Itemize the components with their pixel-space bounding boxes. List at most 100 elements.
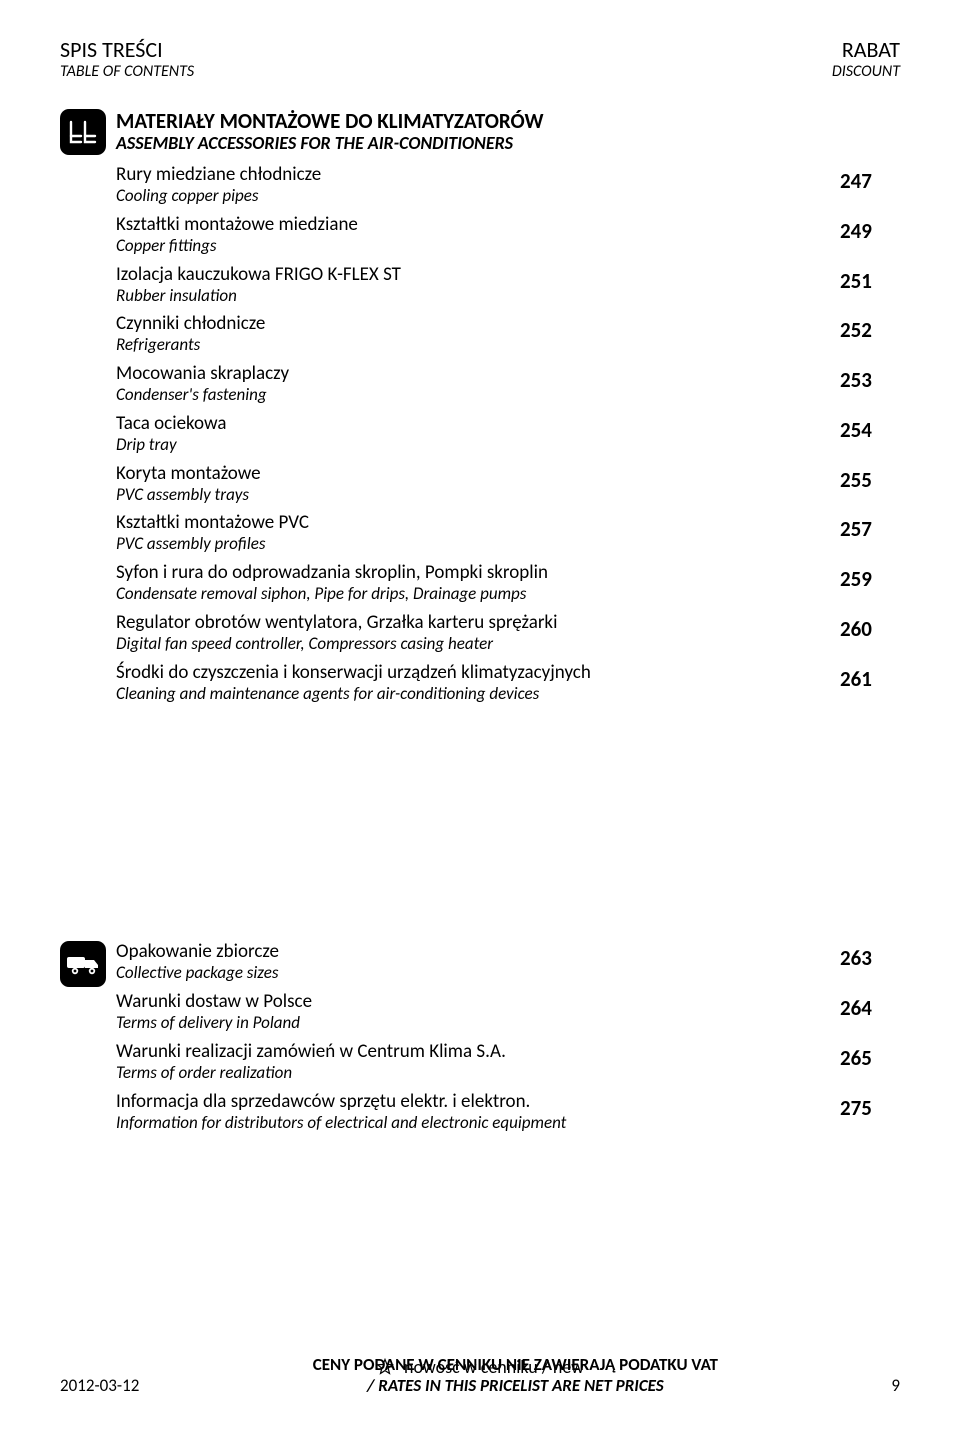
toc-page-number: 264: [840, 991, 900, 1021]
toc-page-number: 275: [840, 1091, 900, 1121]
toc-row: Warunki realizacji zamówień w Centrum Kl…: [116, 1041, 900, 1083]
mounting-bracket-icon: [60, 109, 106, 155]
section-title-pl: MATERIAŁY MONTAŻOWE DO KLIMATYZATORÓW: [116, 109, 900, 133]
toc-page-number: 260: [840, 612, 900, 642]
header-title-en: TABLE OF CONTENTS: [60, 62, 194, 81]
toc-row: Koryta montażowePVC assembly trays255: [116, 463, 900, 505]
toc-row: Rury miedziane chłodniczeCooling copper …: [116, 164, 900, 206]
delivery-truck-icon: [60, 941, 106, 987]
toc-entry-en: Copper fittings: [116, 236, 822, 256]
toc-text: Kształtki montażowe miedzianeCopper fitt…: [116, 214, 840, 256]
toc-text: Czynniki chłodniczeRefrigerants: [116, 313, 840, 355]
toc-entry-pl: Warunki dostaw w Polsce: [116, 991, 822, 1013]
toc-text: Opakowanie zbiorczeCollective package si…: [116, 941, 840, 983]
toc-text: Syfon i rura do odprowadzania skroplin, …: [116, 562, 840, 604]
toc-page-number: 261: [840, 662, 900, 692]
header-left: SPIS TREŚCI TABLE OF CONTENTS: [60, 38, 194, 81]
toc-text: Warunki dostaw w PolsceTerms of delivery…: [116, 991, 840, 1033]
toc-text: Informacja dla sprzedawców sprzętu elekt…: [116, 1091, 840, 1133]
toc-entry-en: Terms of delivery in Poland: [116, 1013, 822, 1033]
toc-entry-en: Cooling copper pipes: [116, 186, 822, 206]
footer-page-number: 9: [891, 1375, 900, 1396]
toc-text: Kształtki montażowe PVCPVC assembly prof…: [116, 512, 840, 554]
toc-entry-pl: Czynniki chłodnicze: [116, 313, 822, 335]
toc-text: Koryta montażowePVC assembly trays: [116, 463, 840, 505]
toc-row: Środki do czyszczenia i konserwacji urzą…: [116, 662, 900, 704]
toc-page-number: 252: [840, 313, 900, 343]
toc-page-number: 257: [840, 512, 900, 542]
toc-row: Warunki dostaw w PolsceTerms of delivery…: [116, 991, 900, 1033]
toc-row: Kształtki montażowe miedzianeCopper fitt…: [116, 214, 900, 256]
toc-row: Regulator obrotów wentylatora, Grzałka k…: [116, 612, 900, 654]
toc-entry-pl: Środki do czyszczenia i konserwacji urzą…: [116, 662, 822, 684]
toc-text: Izolacja kauczukowa FRIGO K-FLEX STRubbe…: [116, 264, 840, 306]
toc-page-number: 255: [840, 463, 900, 493]
toc-list: Rury miedziane chłodniczeCooling copper …: [116, 164, 900, 703]
toc-entry-en: Terms of order realization: [116, 1063, 822, 1083]
toc-row: Mocowania skraplaczyCondenser's fastenin…: [116, 363, 900, 405]
toc-row: Izolacja kauczukowa FRIGO K-FLEX STRubbe…: [116, 264, 900, 306]
toc-entry-pl: Syfon i rura do odprowadzania skroplin, …: [116, 562, 822, 584]
section-delivery-info: Opakowanie zbiorczeCollective package si…: [60, 941, 900, 1140]
section-content: MATERIAŁY MONTAŻOWE DO KLIMATYZATORÓW AS…: [116, 109, 900, 711]
toc-text: Rury miedziane chłodniczeCooling copper …: [116, 164, 840, 206]
section-title-en: ASSEMBLY ACCESSORIES FOR THE AIR-CONDITI…: [116, 133, 900, 154]
toc-text: Mocowania skraplaczyCondenser's fastenin…: [116, 363, 840, 405]
toc-entry-en: Condensate removal siphon, Pipe for drip…: [116, 584, 822, 604]
toc-entry-pl: Kształtki montażowe PVC: [116, 512, 822, 534]
toc-entry-pl: Informacja dla sprzedawców sprzętu elekt…: [116, 1091, 822, 1113]
toc-entry-pl: Koryta montażowe: [116, 463, 822, 485]
page-header: SPIS TREŚCI TABLE OF CONTENTS RABAT DISC…: [60, 38, 900, 81]
toc-list: Opakowanie zbiorczeCollective package si…: [116, 941, 900, 1132]
toc-entry-en: Digital fan speed controller, Compressor…: [116, 634, 822, 654]
toc-row: Opakowanie zbiorczeCollective package si…: [116, 941, 900, 983]
toc-page-number: 263: [840, 941, 900, 971]
footer-disclaimer-pl: CENY PODANE W CENNIKU NIE ZAWIERAJĄ PODA…: [313, 1354, 718, 1375]
toc-text: Warunki realizacji zamówień w Centrum Kl…: [116, 1041, 840, 1083]
section-mounting-materials: MATERIAŁY MONTAŻOWE DO KLIMATYZATORÓW AS…: [60, 109, 900, 711]
toc-entry-pl: Kształtki montażowe miedziane: [116, 214, 822, 236]
icon-column: [60, 941, 116, 987]
footer-disclaimer-en: / RATES IN THIS PRICELIST ARE NET PRICES: [313, 1375, 718, 1396]
toc-row: Taca ociekowaDrip tray254: [116, 413, 900, 455]
toc-entry-en: PVC assembly profiles: [116, 534, 822, 554]
toc-entry-pl: Taca ociekowa: [116, 413, 822, 435]
icon-column: [60, 109, 116, 155]
header-right: RABAT DISCOUNT: [832, 38, 900, 81]
toc-entry-pl: Warunki realizacji zamówień w Centrum Kl…: [116, 1041, 822, 1063]
toc-page-number: 251: [840, 264, 900, 294]
toc-entry-en: Refrigerants: [116, 335, 822, 355]
toc-text: Regulator obrotów wentylatora, Grzałka k…: [116, 612, 840, 654]
toc-page-number: 259: [840, 562, 900, 592]
toc-entry-pl: Regulator obrotów wentylatora, Grzałka k…: [116, 612, 822, 634]
toc-entry-pl: Mocowania skraplaczy: [116, 363, 822, 385]
toc-page-number: 254: [840, 413, 900, 443]
toc-row: Czynniki chłodniczeRefrigerants252: [116, 313, 900, 355]
footer-bottom-row: 2012-03-12 CENY PODANE W CENNIKU NIE ZAW…: [60, 1354, 900, 1396]
header-title-pl: SPIS TREŚCI: [60, 38, 194, 62]
section-content: Opakowanie zbiorczeCollective package si…: [116, 941, 900, 1140]
toc-entry-pl: Izolacja kauczukowa FRIGO K-FLEX ST: [116, 264, 822, 286]
toc-entry-pl: Rury miedziane chłodnicze: [116, 164, 822, 186]
toc-row: Informacja dla sprzedawców sprzętu elekt…: [116, 1091, 900, 1133]
toc-entry-pl: Opakowanie zbiorcze: [116, 941, 822, 963]
toc-entry-en: PVC assembly trays: [116, 485, 822, 505]
toc-row: Kształtki montażowe PVCPVC assembly prof…: [116, 512, 900, 554]
toc-entry-en: Cleaning and maintenance agents for air-…: [116, 684, 822, 704]
header-discount-pl: RABAT: [842, 38, 900, 62]
toc-page-number: 247: [840, 164, 900, 194]
toc-entry-en: Rubber insulation: [116, 286, 822, 306]
toc-page-number: 249: [840, 214, 900, 244]
toc-text: Taca ociekowaDrip tray: [116, 413, 840, 455]
toc-text: Środki do czyszczenia i konserwacji urzą…: [116, 662, 840, 704]
header-discount-en: DISCOUNT: [832, 62, 900, 81]
toc-page-number: 253: [840, 363, 900, 393]
toc-entry-en: Collective package sizes: [116, 963, 822, 983]
footer-date: 2012-03-12: [60, 1375, 139, 1396]
page-footer: nowość w cenniku / new 2012-03-12 CENY P…: [60, 1356, 900, 1396]
toc-entry-en: Information for distributors of electric…: [116, 1113, 822, 1133]
footer-disclaimer: CENY PODANE W CENNIKU NIE ZAWIERAJĄ PODA…: [313, 1354, 718, 1396]
toc-row: Syfon i rura do odprowadzania skroplin, …: [116, 562, 900, 604]
toc-entry-en: Condenser's fastening: [116, 385, 822, 405]
toc-entry-en: Drip tray: [116, 435, 822, 455]
